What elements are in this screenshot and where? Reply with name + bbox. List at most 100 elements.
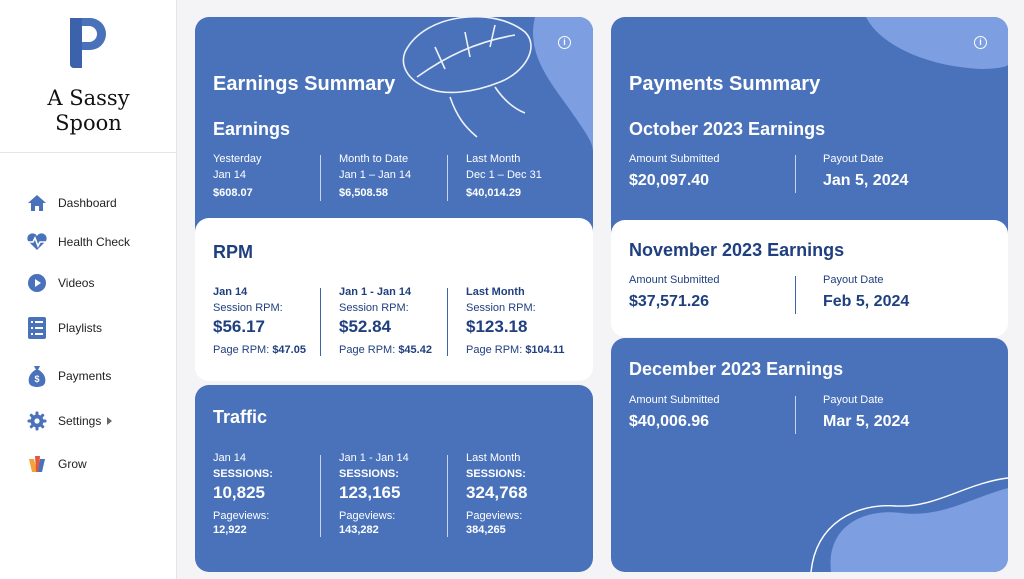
payout-label: Payout Date: [823, 153, 884, 165]
col-value: $6,508.58: [339, 187, 388, 199]
earnings-summary-card: i Earnings Summary Earnings Yesterday Ja…: [195, 17, 593, 249]
divider: [795, 276, 796, 314]
sidebar-item-videos[interactable]: Videos: [26, 270, 94, 296]
sidebar-item-label: Settings: [58, 414, 102, 428]
col-range: Jan 1 - Jan 14: [339, 286, 412, 298]
money-bag-icon: $: [26, 365, 48, 387]
divider: [320, 155, 321, 201]
col-range: Last Month: [466, 452, 521, 464]
session-rpm-label: Session RPM:: [466, 302, 536, 314]
amount-submitted: Amount Submitted $20,097.40: [629, 151, 720, 190]
info-icon[interactable]: i: [558, 36, 571, 49]
home-icon: [26, 192, 48, 214]
payout-value: Mar 5, 2024: [823, 413, 910, 430]
session-rpm-value: $123.18: [466, 317, 528, 336]
sidebar-item-dashboard[interactable]: Dashboard: [26, 190, 117, 216]
session-rpm-value: $56.17: [213, 317, 265, 336]
col-range: Jan 1 - Jan 14: [339, 452, 409, 464]
divider: [447, 455, 448, 537]
card-title: RPM: [213, 242, 253, 262]
heartbeat-icon: [26, 231, 48, 253]
card-title: Earnings Summary: [213, 73, 396, 95]
payout-label: Payout Date: [823, 394, 884, 406]
site-name-line1: A Sassy: [47, 86, 130, 110]
rpm-col-month-to-date: Jan 1 - Jan 14 Session RPM: $52.84 Page …: [339, 284, 432, 358]
payout-date: Payout Date Mar 5, 2024: [823, 392, 909, 431]
pageviews-label: Pageviews:: [339, 510, 396, 522]
earnings-col-yesterday: Yesterday Jan 14 $608.07: [213, 151, 262, 201]
page-rpm-value: $47.05: [272, 344, 306, 356]
payout-date: Payout Date Jan 5, 2024: [823, 151, 908, 190]
amount-submitted: Amount Submitted $40,006.96: [629, 392, 720, 431]
session-rpm-label: Session RPM:: [213, 302, 283, 314]
amount-label: Amount Submitted: [629, 394, 720, 406]
pageviews-value: 12,922: [213, 524, 247, 536]
col-label: Month to Date: [339, 153, 409, 165]
col-range: Jan 14: [213, 286, 248, 298]
page-rpm-value: $104.11: [525, 344, 565, 356]
blob-decoration-icon: [866, 17, 1008, 69]
list-icon: [26, 317, 48, 339]
amount-value: $37,571.26: [629, 293, 710, 310]
payments-summary-card: i Payments Summary October 2023 Earnings…: [611, 17, 1008, 249]
month-title: December 2023 Earnings: [629, 359, 844, 379]
payout-label: Payout Date: [823, 274, 884, 286]
sidebar-item-label: Payments: [58, 369, 112, 383]
col-range: Dec 1 – Dec 31: [466, 169, 542, 181]
december-earnings-card: December 2023 Earnings Amount Submitted …: [611, 338, 1008, 572]
svg-text:$: $: [34, 374, 39, 384]
pageviews-label: Pageviews:: [466, 510, 523, 522]
sidebar-item-label: Playlists: [58, 321, 103, 335]
grow-icon: [26, 453, 48, 475]
pageviews-value: 143,282: [339, 524, 379, 536]
payout-value: Feb 5, 2024: [823, 293, 910, 310]
sidebar-item-label: Videos: [58, 276, 95, 290]
card-title: Traffic: [213, 407, 268, 427]
page-rpm-label: Page RPM:: [339, 344, 396, 356]
amount-label: Amount Submitted: [629, 153, 720, 165]
col-label: Yesterday: [213, 153, 262, 165]
month-title: October 2023 Earnings: [629, 119, 826, 139]
leaf-decoration-icon: [402, 17, 593, 152]
sidebar: A Sassy Spoon Dashboard Health Check Vid…: [0, 0, 177, 579]
sidebar-item-payments[interactable]: $ Payments: [26, 363, 111, 389]
session-rpm-label: Session RPM:: [339, 302, 409, 314]
sessions-label: SESSIONS:: [466, 468, 526, 480]
sidebar-item-grow[interactable]: Grow: [26, 451, 87, 477]
col-label: Last Month: [466, 153, 521, 165]
logo-icon[interactable]: [66, 14, 108, 68]
amount-value: $40,006.96: [629, 413, 710, 430]
sessions-value: 123,165: [339, 483, 401, 502]
traffic-card: Traffic Jan 14 SESSIONS: 10,825 Pageview…: [195, 385, 593, 572]
sessions-value: 10,825: [213, 483, 265, 502]
col-value: $608.07: [213, 187, 253, 199]
divider: [795, 155, 796, 193]
amount-value: $20,097.40: [629, 172, 710, 189]
sidebar-item-label: Health Check: [58, 235, 131, 249]
sidebar-item-playlists[interactable]: Playlists: [26, 315, 102, 341]
sidebar-item-health-check[interactable]: Health Check: [26, 229, 130, 255]
rpm-col-last-month: Last Month Session RPM: $123.18 Page RPM…: [466, 284, 564, 358]
page-rpm-value: $45.42: [398, 344, 432, 356]
col-value: $40,014.29: [466, 187, 522, 199]
divider: [795, 396, 796, 434]
sidebar-item-label: Grow: [58, 457, 87, 471]
month-title: November 2023 Earnings: [629, 240, 845, 260]
traffic-col-day: Jan 14 SESSIONS: 10,825 Pageviews: 12,92…: [213, 450, 273, 537]
pageviews-label: Pageviews:: [213, 510, 270, 522]
divider: [320, 455, 321, 537]
rpm-col-day: Jan 14 Session RPM: $56.17 Page RPM: $47…: [213, 284, 306, 358]
sessions-label: SESSIONS:: [213, 468, 273, 480]
sidebar-item-label: Dashboard: [58, 196, 117, 210]
sidebar-item-settings[interactable]: Settings: [26, 408, 113, 434]
session-rpm-value: $52.84: [339, 317, 391, 336]
info-icon[interactable]: i: [974, 36, 987, 49]
sessions-label: SESSIONS:: [339, 468, 399, 480]
earnings-col-last-month: Last Month Dec 1 – Dec 31 $40,014.29: [466, 151, 542, 201]
card-title: Payments Summary: [629, 73, 821, 95]
earnings-col-month-to-date: Month to Date Jan 1 – Jan 14 $6,508.58: [339, 151, 411, 201]
site-name: A Sassy Spoon: [0, 86, 177, 136]
gear-icon: [26, 410, 48, 432]
page-rpm-label: Page RPM:: [213, 344, 270, 356]
divider: [320, 288, 321, 356]
